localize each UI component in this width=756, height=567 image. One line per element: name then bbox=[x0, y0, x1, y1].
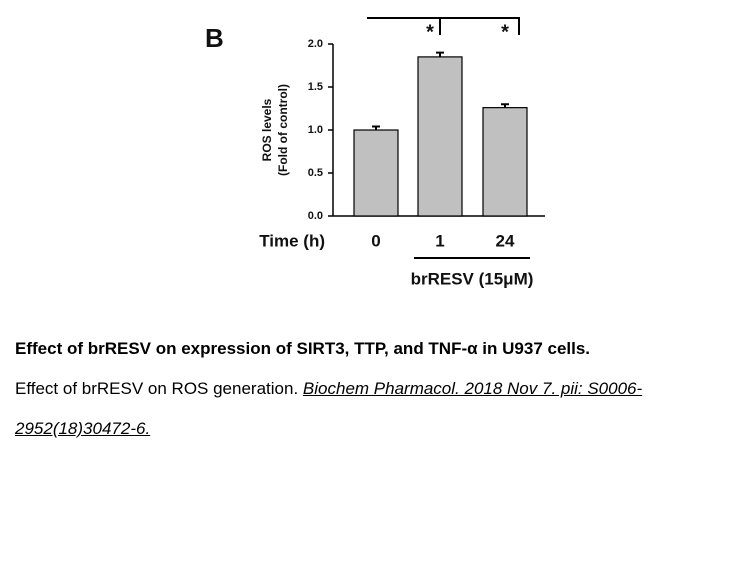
y-tick-label: 0.5 bbox=[308, 167, 323, 179]
x-tick-label: 24 bbox=[496, 231, 515, 250]
x-tick-label: 0 bbox=[371, 231, 380, 250]
y-tick-label: 1.0 bbox=[308, 124, 323, 136]
citation-link[interactable]: Biochem Pharmacol. 2018 Nov 7. pii: S000… bbox=[15, 379, 643, 438]
bar bbox=[417, 56, 463, 217]
caption-title: Effect of brRESV on expression of SIRT3,… bbox=[15, 339, 591, 358]
significance-star: * bbox=[501, 21, 509, 43]
error-bar bbox=[436, 51, 444, 57]
significance-star: * bbox=[426, 21, 434, 43]
caption-text: Effect of brRESV on ROS generation. bbox=[15, 379, 299, 398]
y-tick-label: 1.5 bbox=[308, 81, 323, 93]
y-axis-label: ROS levels (Fold of control) bbox=[260, 84, 290, 176]
group-label: brRESV (15μM) bbox=[411, 269, 534, 288]
bar bbox=[353, 129, 399, 217]
bar bbox=[482, 107, 528, 217]
significance-bracket bbox=[367, 17, 520, 35]
x-tick-label: 1 bbox=[435, 231, 444, 250]
error-bar bbox=[372, 125, 380, 130]
panel-label: B bbox=[205, 23, 224, 53]
chart: B ROS levels (Fold of control) Time (h) … bbox=[205, 17, 545, 288]
y-label-line: ROS levels bbox=[260, 98, 274, 161]
y-tick-label: 2.0 bbox=[308, 38, 323, 50]
y-label-line: (Fold of control) bbox=[276, 84, 290, 176]
y-tick-label: 0.0 bbox=[308, 210, 323, 222]
error-bar bbox=[501, 103, 509, 108]
caption: Effect of brRESV on expression of SIRT3,… bbox=[15, 329, 755, 449]
caption-body: Effect of brRESV on ROS generation. Bioc… bbox=[15, 369, 755, 449]
x-axis-label: Time (h) bbox=[259, 231, 325, 250]
